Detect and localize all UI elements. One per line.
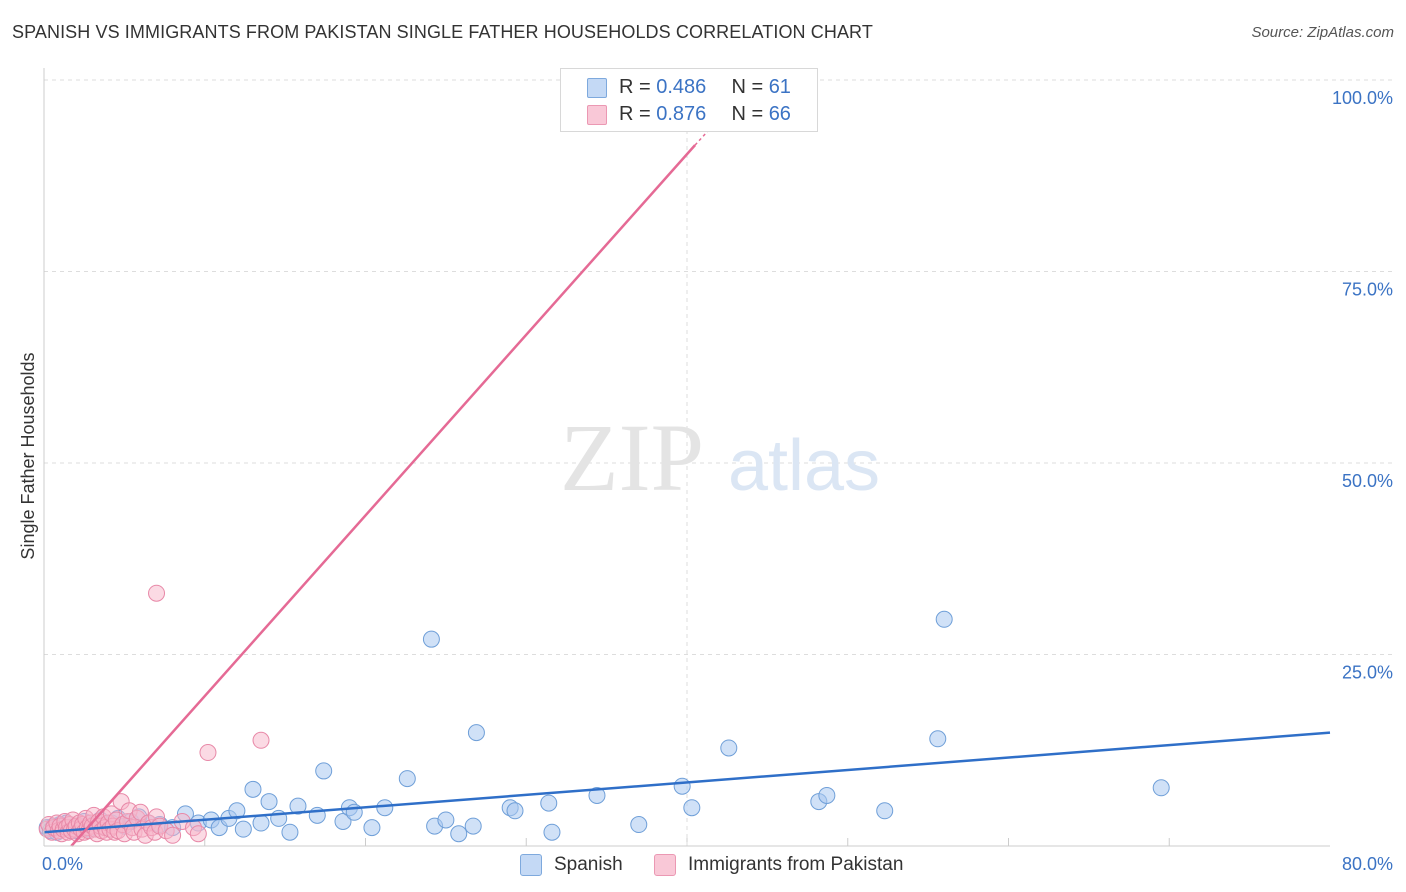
- watermark-atlas: atlas: [728, 426, 880, 506]
- watermark-zip: ZIP: [560, 404, 704, 511]
- y-tick-label: 50.0%: [1342, 471, 1393, 491]
- legend-r-value-spanish: 0.486: [656, 76, 707, 98]
- point-spanish: [1152, 779, 1170, 797]
- point-spanish: [935, 610, 953, 628]
- point-spanish: [876, 802, 894, 820]
- point-spanish: [506, 802, 524, 820]
- legend-n-value-spanish: 61: [768, 76, 791, 98]
- y-axis-label: Single Father Households: [18, 352, 38, 559]
- source-label: Source: ZipAtlas.com: [1251, 24, 1394, 41]
- x-tick-label: 80.0%: [1342, 854, 1393, 874]
- point-spanish: [234, 820, 252, 838]
- legend-r-label: R =: [619, 103, 657, 125]
- point-spanish: [630, 816, 648, 834]
- legend-swatch-pakistan: [654, 854, 676, 876]
- legend-swatch-spanish: [520, 854, 542, 876]
- watermark: ZIP atlas: [560, 404, 880, 511]
- series-pakistan-points: [38, 584, 270, 844]
- legend-label-pakistan: Immigrants from Pakistan: [688, 854, 904, 875]
- legend-r-label: R =: [619, 76, 657, 98]
- y-tick-label: 25.0%: [1342, 663, 1393, 683]
- legend-label-spanish: Spanish: [554, 854, 623, 875]
- legend-r-value-pakistan: 0.876: [656, 103, 707, 125]
- point-spanish: [437, 811, 455, 829]
- axis-layer: 25.0% 50.0% 75.0% 100.0% 0.0% 80.0%: [42, 68, 1393, 874]
- point-spanish: [398, 770, 416, 788]
- point-spanish: [334, 812, 352, 830]
- point-spanish: [376, 799, 394, 817]
- point-spanish: [683, 799, 701, 817]
- point-spanish: [244, 780, 262, 798]
- trend-line-pakistan: [70, 144, 696, 847]
- series-spanish-points: [38, 610, 1170, 843]
- point-spanish: [818, 786, 836, 804]
- point-spanish: [363, 819, 381, 837]
- point-spanish: [464, 817, 482, 835]
- point-pakistan: [252, 731, 270, 749]
- point-spanish: [540, 794, 558, 812]
- point-spanish: [673, 777, 691, 795]
- legend-n-label: N =: [731, 76, 769, 98]
- point-spanish: [929, 730, 947, 748]
- chart-title: SPANISH VS IMMIGRANTS FROM PAKISTAN SING…: [12, 22, 873, 42]
- legend-n-value-pakistan: 66: [768, 103, 791, 125]
- point-spanish: [588, 786, 606, 804]
- point-spanish: [720, 739, 738, 757]
- point-spanish: [450, 825, 468, 843]
- legend-swatch-spanish: [587, 78, 607, 98]
- legend-swatch-pakistan: [587, 105, 607, 125]
- point-spanish: [252, 814, 270, 832]
- point-spanish: [543, 823, 561, 841]
- point-spanish: [281, 823, 299, 841]
- point-spanish: [289, 797, 307, 815]
- grid-layer: [44, 79, 1392, 846]
- point-spanish: [467, 724, 485, 742]
- y-tick-label: 75.0%: [1342, 280, 1393, 300]
- point-pakistan: [199, 744, 217, 762]
- legend-n-label: N =: [731, 103, 769, 125]
- point-spanish: [422, 630, 440, 648]
- point-pakistan: [164, 826, 182, 844]
- y-tick-label: 100.0%: [1332, 88, 1393, 108]
- point-spanish: [315, 762, 333, 780]
- x-tick-label: 0.0%: [42, 854, 83, 874]
- point-spanish: [260, 793, 278, 811]
- legend-series: Spanish Immigrants from Pakistan: [0, 850, 1406, 880]
- trend-line-spanish: [43, 731, 1331, 834]
- legend-stats: R = 0.486 N = 61 R = 0.876 N = 66: [560, 68, 818, 132]
- point-pakistan: [189, 825, 207, 843]
- point-spanish: [228, 802, 246, 820]
- point-pakistan: [148, 584, 166, 602]
